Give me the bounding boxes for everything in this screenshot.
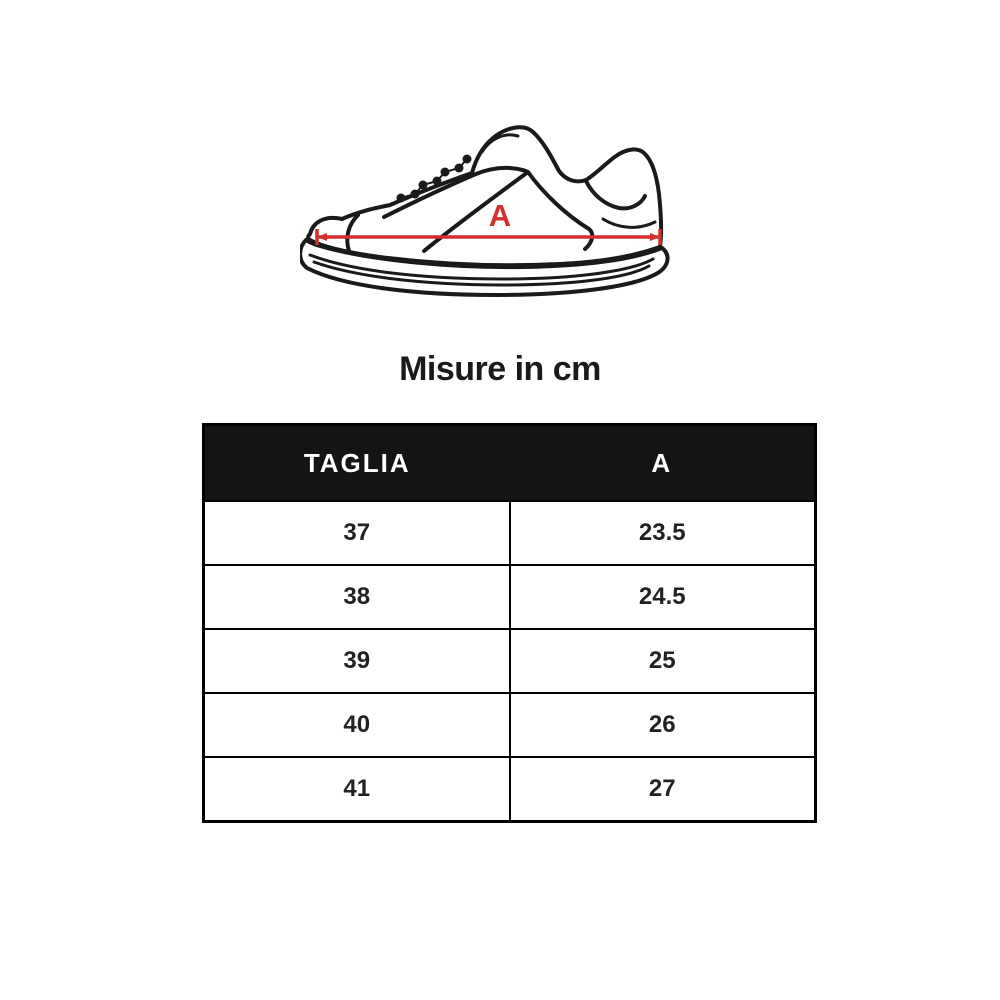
size-table-header: TAGLIA A xyxy=(203,424,816,501)
sole-contour-line xyxy=(312,260,651,287)
measurement-cell: 27 xyxy=(508,756,817,823)
sneaker-illustration: A xyxy=(300,106,700,302)
size-cell: 39 xyxy=(202,628,511,694)
sole-contour-line xyxy=(308,253,655,281)
header-row: TAGLIA A xyxy=(203,424,816,501)
measurement-label-a: A xyxy=(489,198,511,233)
eyestay-seam xyxy=(382,165,528,219)
heel-collar-seam xyxy=(584,179,647,211)
measurement-line-a: A xyxy=(315,198,662,245)
measurement-cell: 26 xyxy=(508,692,817,758)
size-cell: 38 xyxy=(202,564,511,630)
size-table: TAGLIA A 37 23.5 38 24.5 39 25 40 26 41 27 xyxy=(202,423,817,823)
size-table-body: 37 23.5 38 24.5 39 25 40 26 41 27 xyxy=(202,500,817,823)
table-row: 37 23.5 xyxy=(202,500,817,566)
header-cell-a: A xyxy=(509,424,816,501)
header-cell-taglia: TAGLIA xyxy=(203,424,510,501)
size-cell: 37 xyxy=(202,500,511,566)
table-row: 38 24.5 xyxy=(202,564,817,630)
tongue-inner-line xyxy=(480,133,520,154)
size-cell: 40 xyxy=(202,692,511,758)
heel-counter-seam xyxy=(601,217,657,229)
table-row: 41 27 xyxy=(202,756,817,823)
measurement-cell: 23.5 xyxy=(508,500,817,566)
page-title: Misure in cm xyxy=(399,350,601,388)
measurement-cell: 25 xyxy=(508,628,817,694)
measurement-cell: 24.5 xyxy=(508,564,817,630)
lace-eyelets xyxy=(396,154,472,203)
shoe-upper xyxy=(306,125,664,268)
sneaker-svg: A xyxy=(300,125,670,297)
toe-cap-seam xyxy=(345,213,360,253)
table-row: 39 25 xyxy=(202,628,817,694)
size-cell: 41 xyxy=(202,756,511,823)
table-row: 40 26 xyxy=(202,692,817,758)
